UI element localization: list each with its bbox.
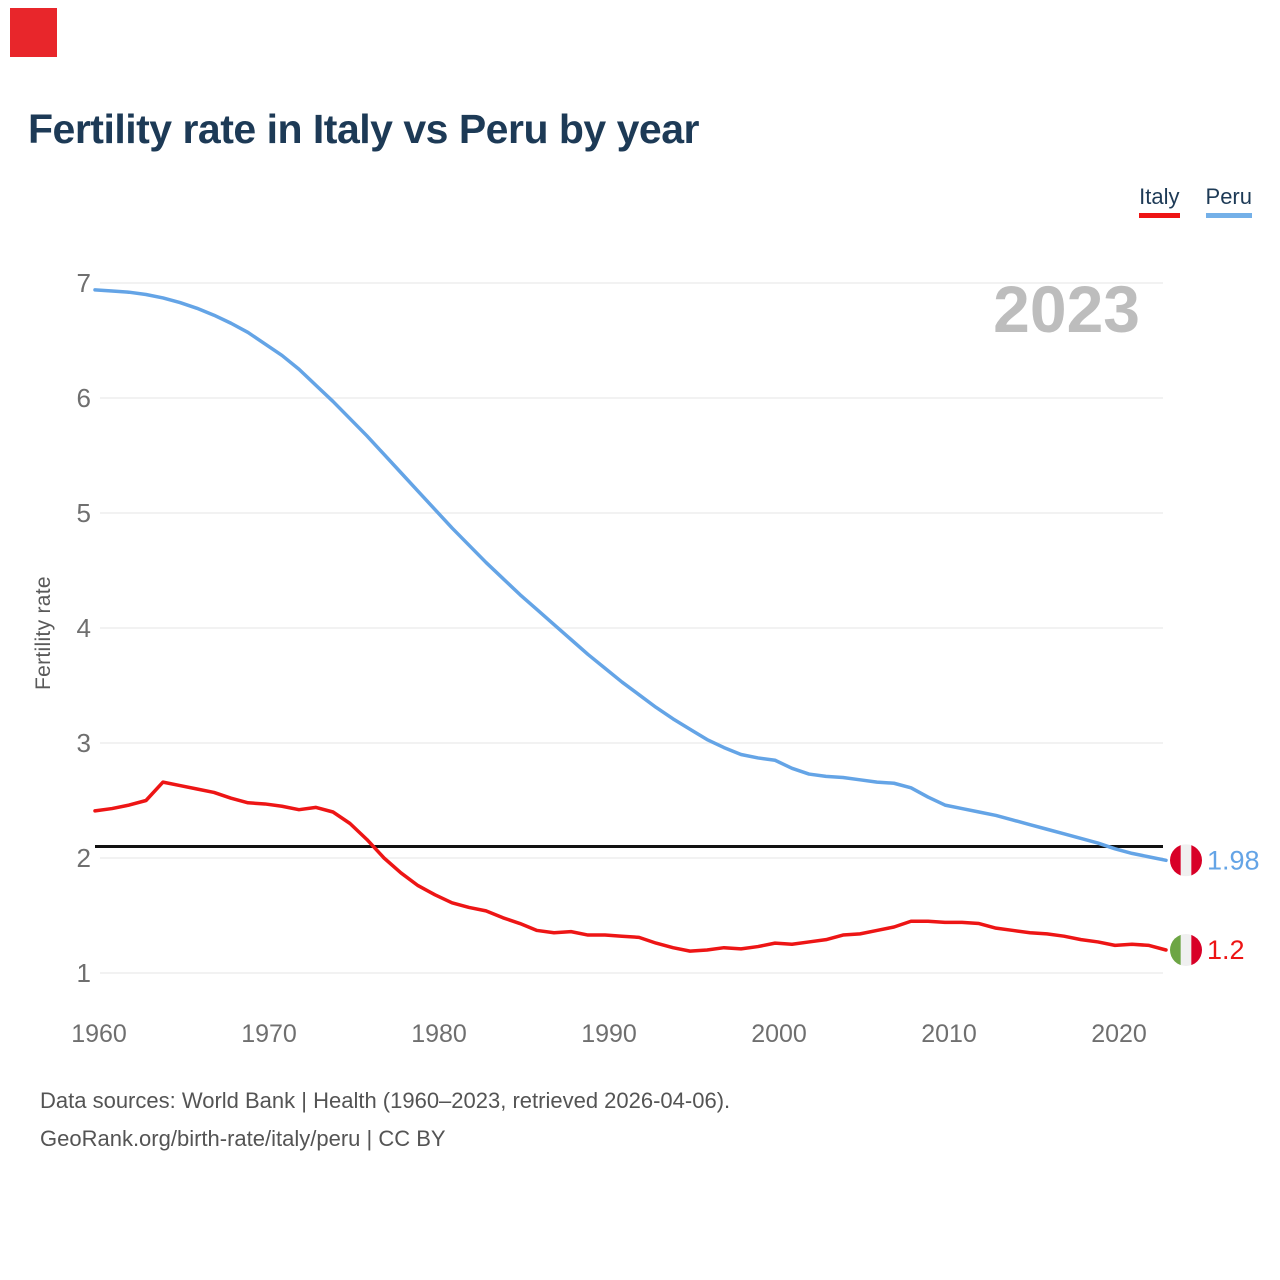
flag-icon-italy	[1170, 934, 1182, 966]
x-tick-label-2010: 2010	[921, 1020, 977, 1048]
footer-attribution-line: GeoRank.org/birth-rate/italy/peru | CC B…	[40, 1126, 446, 1151]
x-tick-label-2000: 2000	[751, 1020, 807, 1048]
x-tick-label-1980: 1980	[411, 1020, 467, 1048]
end-value-label-peru: 1.98	[1207, 845, 1260, 875]
flag-icon-peru	[1170, 844, 1182, 877]
flag-icon-peru	[1180, 844, 1192, 877]
logo-mark	[10, 8, 57, 57]
y-tick-label-4: 4	[77, 613, 91, 643]
x-tick-label-2020: 2020	[1091, 1020, 1147, 1048]
series-line-italy	[93, 780, 1168, 953]
y-tick-label-3: 3	[77, 728, 91, 758]
end-value-label-italy: 1.2	[1207, 935, 1245, 965]
x-tick-label-1990: 1990	[581, 1020, 637, 1048]
legend-item-italy[interactable]: Italy	[1139, 184, 1180, 218]
footer-sources-line: Data sources: World Bank | Health (1960–…	[40, 1088, 731, 1113]
legend-label: Peru	[1205, 184, 1252, 209]
flag-icon-peru	[1191, 844, 1202, 877]
page-title: Fertility rate in Italy vs Peru by year	[28, 106, 699, 152]
y-tick-label-2: 2	[77, 843, 91, 873]
y-tick-label-5: 5	[77, 498, 91, 528]
flag-icon-italy	[1191, 934, 1202, 966]
legend-item-peru[interactable]: Peru	[1205, 184, 1252, 218]
legend: Italy Peru	[1139, 184, 1252, 218]
y-tick-label-6: 6	[77, 383, 91, 413]
year-watermark: 2023	[993, 272, 1140, 346]
legend-label: Italy	[1139, 184, 1180, 209]
y-tick-label-7: 7	[77, 268, 91, 298]
y-tick-label-1: 1	[77, 958, 91, 988]
x-tick-label-1970: 1970	[241, 1020, 297, 1048]
legend-swatch	[1139, 213, 1180, 218]
x-tick-label-1960: 1960	[71, 1020, 127, 1048]
legend-swatch	[1205, 213, 1252, 218]
footer: Data sources: World Bank | Health (1960–…	[40, 1082, 730, 1158]
flag-icon-italy	[1180, 934, 1192, 966]
series-line-peru	[93, 288, 1168, 863]
